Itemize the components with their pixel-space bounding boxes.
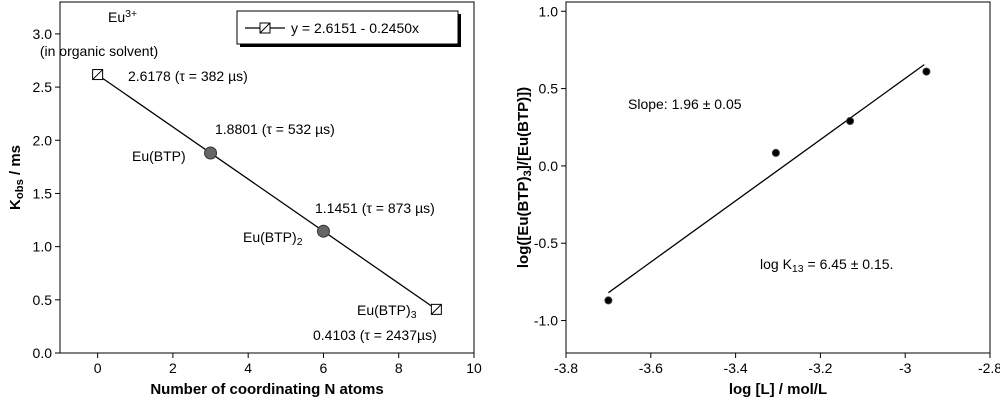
text-part: ]/[Eu(BTP)]) xyxy=(515,87,532,170)
x-tick-label: -3 xyxy=(899,360,912,376)
annotation: 1.8801 (τ = 532 µs) xyxy=(215,121,335,137)
y-tick-label: 1.0 xyxy=(539,3,559,19)
marker-circle xyxy=(604,296,613,305)
annotation: Eu(BTP)2 xyxy=(243,229,303,248)
marker-circle xyxy=(204,146,218,160)
fit-line xyxy=(97,74,437,310)
marker-circle xyxy=(771,148,780,157)
text-part: 3+ xyxy=(125,8,137,20)
annotation: 0.4103 (τ = 2437µs) xyxy=(313,327,437,343)
annotation: Eu3+ xyxy=(108,8,137,25)
square-slash xyxy=(259,22,271,34)
x-tick-label: -3.8 xyxy=(554,360,578,376)
annotation: log K13 = 6.45 ± 0.15. xyxy=(760,256,893,275)
marker-circle xyxy=(316,224,330,238)
x-axis-label: Number of coordinating N atoms xyxy=(150,381,383,398)
annotation: Eu(BTP)3 xyxy=(357,302,417,321)
x-tick-label: -3.2 xyxy=(808,360,832,376)
annotation: 1.1451 (τ = 873 µs) xyxy=(315,200,435,216)
x-tick-label: 0 xyxy=(94,360,102,376)
marker-square xyxy=(430,303,442,315)
marker-square xyxy=(259,22,271,34)
text-part: log K xyxy=(760,256,793,272)
text-part: obs xyxy=(14,179,26,199)
text-part: 2 xyxy=(297,236,303,248)
plot-frame xyxy=(59,1,475,354)
x-tick-label: 2 xyxy=(169,360,177,376)
y-tick-label: -0.5 xyxy=(534,235,558,251)
y-axis-label: Kobs / ms xyxy=(7,145,26,210)
legend-shadow xyxy=(240,44,461,47)
text-part: Eu(BTP) xyxy=(243,229,297,245)
square-slash xyxy=(431,304,442,315)
x-tick-label: -2.8 xyxy=(978,360,1000,376)
x-tick-label: -3.4 xyxy=(724,360,748,376)
y-axis-label: log([Eu(BTP)3]/[Eu(BTP)]) xyxy=(515,87,534,268)
marker-circle xyxy=(846,117,855,126)
y-tick-label: 0.5 xyxy=(33,292,53,308)
plot-frame xyxy=(565,1,991,354)
text-part: log([Eu(BTP) xyxy=(515,176,532,268)
y-tick-label: 1.5 xyxy=(33,185,53,201)
text-part: K xyxy=(7,199,24,210)
text-part: Eu xyxy=(108,9,125,25)
text-part: 13 xyxy=(792,263,804,275)
annotation: (in organic solvent) xyxy=(40,43,158,59)
y-tick-label: 2.5 xyxy=(33,79,53,95)
x-tick-label: 4 xyxy=(244,360,252,376)
x-tick-label: -3.6 xyxy=(639,360,663,376)
x-tick-label: 10 xyxy=(466,360,482,376)
legend-shadow xyxy=(458,14,461,47)
text-part: 3 xyxy=(411,309,417,321)
square-slash xyxy=(92,69,103,80)
marker-square xyxy=(92,69,104,81)
text-part: / ms xyxy=(7,145,24,179)
text-part: = 6.45 ± 0.15. xyxy=(804,256,894,272)
y-tick-label: 1.0 xyxy=(33,239,53,255)
x-tick-label: 8 xyxy=(395,360,403,376)
y-tick-label: 0.0 xyxy=(33,345,53,361)
annotation: 2.6178 (τ = 382 µs) xyxy=(128,68,248,84)
fit-line xyxy=(608,64,925,294)
x-tick-label: 6 xyxy=(320,360,328,376)
y-tick-label: 0.0 xyxy=(539,158,559,174)
x-axis-label: log [L] / mol/L xyxy=(729,381,827,398)
annotation: Eu(BTP) xyxy=(132,148,186,164)
y-tick-label: -1.0 xyxy=(534,313,558,329)
y-tick-label: 0.5 xyxy=(539,81,559,97)
annotation: Slope: 1.96 ± 0.05 xyxy=(628,96,742,112)
marker-circle xyxy=(922,67,931,76)
text-part: Eu(BTP) xyxy=(357,302,411,318)
text-part: 3 xyxy=(522,170,534,176)
legend-label: y = 2.6151 - 0.2450x xyxy=(291,20,419,36)
y-tick-label: 3.0 xyxy=(33,26,53,42)
y-tick-label: 2.0 xyxy=(33,132,53,148)
